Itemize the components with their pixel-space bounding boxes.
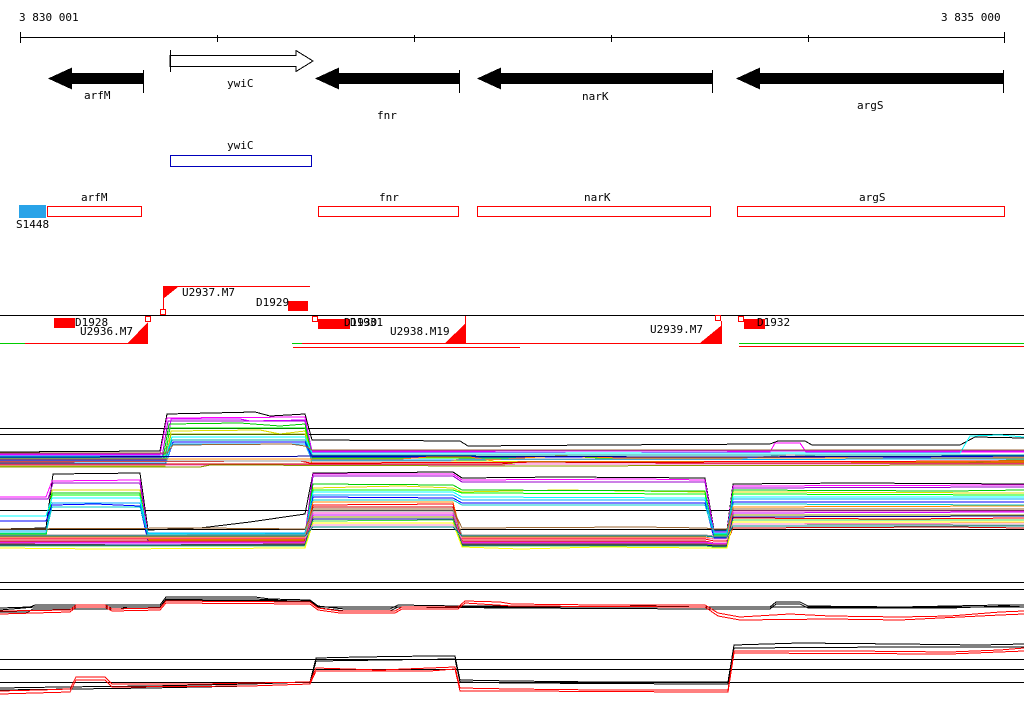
expression-profile-2-series-line [0,491,1024,535]
expression-profile-1-series-line [0,461,1024,465]
probe-box-D1932[interactable] [744,319,765,329]
gene-arrow-label-argS: argS [857,99,884,112]
expression-profile-3-series-line [0,599,1024,613]
expression-profile-1-series-line [0,411,1024,453]
gene-arrow-narK[interactable] [477,67,712,90]
probe-label-D1929: D1929 [256,296,290,309]
gene-box-S1448[interactable] [19,205,46,218]
expression-profile-2-series-line [0,521,1024,550]
gene-arrow-label-ywiC: ywiC [227,77,254,90]
probe-label-U2936: U2936.M7 [80,325,133,338]
gene-arrow-arfM[interactable] [48,67,143,90]
gene-box-label-argS: argS [859,191,886,204]
expression-profile-2-series-line [0,525,1024,538]
probe-label-U2938: U2938.M19 [390,325,450,338]
gene-box-label-narK: narK [584,191,611,204]
expression-profile-2-series-line [0,496,1024,542]
expression-profile-1-series-line [0,418,1024,455]
gene-box-label-fnr: fnr [379,191,399,204]
expression-profile-2-series-line [0,499,1024,536]
gene-arrow-ywiC[interactable] [169,49,314,73]
signal-step-triangle-U2938 [445,324,465,343]
promoter-square[interactable] [312,316,318,322]
gene-arrow-label-narK: narK [582,90,609,103]
expression-profile-1-series-line [0,416,1024,456]
promoter-square[interactable] [715,315,721,321]
probe-label-U2939: U2939.M7 [650,323,703,336]
expression-charts [0,411,1024,695]
gene-box-label-ywiC: ywiC [227,139,254,152]
promoter-square[interactable] [160,309,166,315]
expression-profile-1-series-line [0,455,1024,461]
ruler-end-label: 3 835 000 [941,11,1001,24]
gene-arrow-label-fnr: fnr [377,109,397,122]
probe-box-D1928[interactable] [54,318,75,328]
expression-profile-3-series-line [0,600,1024,618]
expression-profile-3-series-line [0,602,1024,621]
promoter-square[interactable] [145,316,151,322]
gene-box-narK[interactable] [477,206,711,217]
gene-box-argS[interactable] [737,206,1005,217]
probe-label-D1932: D1932 [757,316,791,329]
expression-profile-4-series-line [0,642,1024,689]
gene-arrow-fnr[interactable] [315,67,459,90]
expression-profile-1-series-line [0,443,1024,454]
probe-signal-track [0,286,1024,348]
gene-box-label-arfM: arfM [81,191,108,204]
probe-box-D1929[interactable] [288,301,308,311]
expression-profile-1-series-line [0,439,1024,459]
gene-arrow-argS[interactable] [736,67,1003,90]
expression-profile-2-series-line [0,508,1024,530]
expression-profile-2-series-line [0,473,1024,536]
expression-profile-2-series-line [0,471,1024,531]
expression-profile-3-series-line [0,596,1024,610]
signal-step-triangle-U2939 [700,325,722,343]
probe-box-D1930-D1931[interactable] [318,319,350,329]
gene-box-label-S1448: S1448 [16,218,50,231]
signal-step-triangle-U2936 [128,322,148,343]
gene-box-fnr[interactable] [318,206,459,217]
expression-profile-1-series-line [0,455,1024,458]
coordinate-ruler [20,32,1005,43]
gene-box-arfM[interactable] [47,206,142,217]
expression-profile-1-series-line [0,464,1024,468]
probe-label-U2937: U2937.M7 [182,286,235,299]
promoter-square[interactable] [738,316,744,322]
gene-arrow-track [48,49,1004,93]
gene-box-ywiC[interactable] [170,155,312,167]
expression-profile-4-series-line [0,647,1024,692]
probe-label-D1931: D1931 [350,316,384,329]
ruler-start-label: 3 830 001 [19,11,79,24]
gene-arrow-label-arfM: arfM [84,89,111,102]
probe-label-D1928: D1928 [75,316,109,329]
expression-profile-4-series-line [0,650,1024,695]
expression-profile-2-series-line [0,494,1024,534]
expression-profile-1-series-line [0,434,1024,457]
probe-label-D1930: D1930 [344,316,378,329]
signal-step-triangle-U2937 [163,287,178,299]
expression-profile-2-series-line [0,489,1024,537]
